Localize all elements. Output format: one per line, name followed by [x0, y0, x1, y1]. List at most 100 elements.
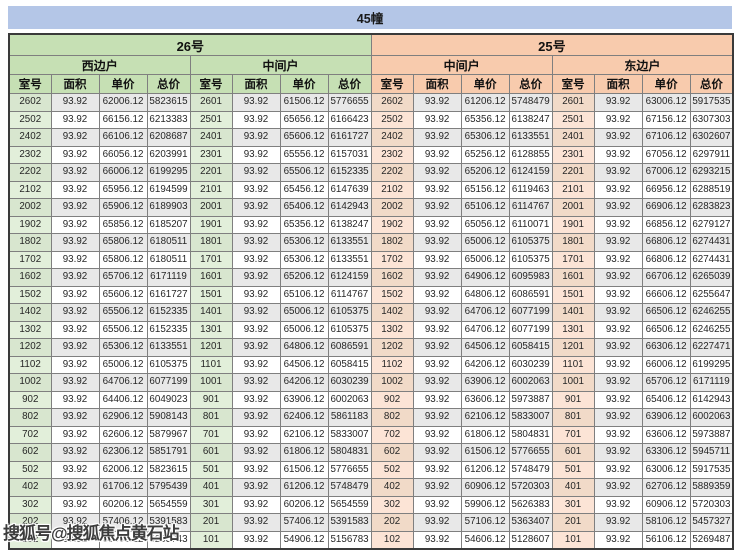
total-price-cell: 6152335 — [146, 320, 191, 339]
total-price-cell: 6058415 — [327, 355, 372, 374]
total-price-cell: 6105375 — [327, 320, 372, 339]
room-number-cell: 1802 — [8, 233, 52, 252]
area-cell: 93.92 — [50, 478, 100, 497]
room-number-cell: 1601 — [189, 268, 233, 287]
room-number-cell: 201 — [189, 513, 233, 532]
room-number-cell: 1302 — [370, 320, 414, 339]
total-price-cell: 5776655 — [327, 93, 372, 112]
total-price-cell: 5776655 — [327, 460, 372, 479]
area-cell: 93.92 — [593, 460, 643, 479]
unit-price-cell: 64406.12 — [98, 390, 148, 409]
room-number-cell: 201 — [551, 513, 595, 532]
col-header-unit-price: 单价 — [98, 74, 148, 94]
room-number-cell: 402 — [370, 478, 414, 497]
total-price-cell: 5917535 — [689, 93, 734, 112]
unit-price-cell: 65506.12 — [98, 303, 148, 322]
total-price-cell: 6203991 — [146, 145, 191, 164]
area-cell: 93.92 — [231, 425, 281, 444]
total-price-cell: 5851791 — [146, 443, 191, 462]
area-cell: 93.92 — [593, 110, 643, 129]
total-price-cell: 5654559 — [146, 495, 191, 514]
total-price-cell: 5156783 — [327, 530, 372, 550]
col-header-unit-price: 单价 — [641, 74, 691, 94]
room-number-cell: 1002 — [8, 373, 52, 392]
group-header-row: 西边户 中间户 中间户 东边户 — [8, 55, 734, 75]
area-cell: 93.92 — [50, 513, 100, 532]
building-title: 45幢 — [8, 6, 732, 29]
room-number-cell: 1702 — [370, 250, 414, 269]
room-number-cell: 2102 — [8, 180, 52, 199]
unit-price-cell: 66856.12 — [641, 215, 691, 234]
total-price-cell: 6152335 — [327, 163, 372, 182]
area-cell: 93.92 — [593, 303, 643, 322]
unit-price-cell: 62706.12 — [641, 478, 691, 497]
area-cell: 93.92 — [593, 233, 643, 252]
total-price-cell: 6002063 — [689, 408, 734, 427]
unit-price-cell: 61206.12 — [460, 93, 510, 112]
room-number-cell: 902 — [8, 390, 52, 409]
unit-price-cell: 64706.12 — [460, 303, 510, 322]
total-price-cell: 6002063 — [508, 373, 553, 392]
unit-price-cell: 63906.12 — [641, 408, 691, 427]
total-price-cell: 5269487 — [689, 530, 734, 550]
total-price-cell: 5363407 — [508, 513, 553, 532]
table-row: 602 93.92 62306.12 5851791 601 93.92 61806.12 5… — [8, 443, 734, 462]
room-number-cell: 202 — [8, 513, 52, 532]
group-header-east: 东边户 — [551, 55, 734, 75]
total-price-cell: 6171119 — [146, 268, 191, 287]
column-header-row: 室号 面积 单价 总价 室号 面积 单价 总价 室号 面积 单价 总价 室号 面… — [8, 74, 734, 94]
total-price-cell: 5128607 — [508, 530, 553, 550]
total-price-cell: 6199295 — [689, 355, 734, 374]
total-price-cell: 6110071 — [508, 215, 553, 234]
room-number-cell: 1101 — [189, 355, 233, 374]
unit-price-cell: 61706.12 — [98, 478, 148, 497]
unit-price-cell: 65456.12 — [279, 180, 329, 199]
unit-price-cell: 57106.12 — [460, 513, 510, 532]
area-cell: 93.92 — [412, 320, 462, 339]
room-number-cell: 601 — [551, 443, 595, 462]
room-number-cell: 2601 — [551, 93, 595, 112]
area-cell: 93.92 — [50, 443, 100, 462]
area-cell: 93.92 — [412, 110, 462, 129]
unit-price-cell: 62106.12 — [279, 425, 329, 444]
area-cell: 93.92 — [412, 285, 462, 304]
table-row: 1002 93.92 64706.12 6077199 1001 93.92 64206.1… — [8, 373, 734, 392]
area-cell: 93.92 — [231, 250, 281, 269]
area-cell: 93.92 — [231, 530, 281, 550]
total-price-cell: 6246255 — [689, 320, 734, 339]
col-header-area: 面积 — [50, 74, 100, 94]
total-price-cell: 6114767 — [327, 285, 372, 304]
unit-price-cell: 62006.12 — [98, 93, 148, 112]
room-number-cell: 502 — [8, 460, 52, 479]
area-cell: 93.92 — [231, 163, 281, 182]
unit-header-row: 26号 25号 — [8, 33, 734, 56]
unit-price-cell: 64506.12 — [279, 355, 329, 374]
area-cell: 93.92 — [412, 215, 462, 234]
room-number-cell: 2301 — [551, 145, 595, 164]
total-price-cell: 6124159 — [327, 268, 372, 287]
total-price-cell: 6185207 — [146, 215, 191, 234]
area-cell: 93.92 — [593, 268, 643, 287]
unit-26-header: 26号 — [8, 33, 372, 56]
unit-price-cell: 62406.12 — [279, 408, 329, 427]
total-price-cell: 6157031 — [327, 145, 372, 164]
area-cell: 93.92 — [231, 460, 281, 479]
unit-price-cell: 63906.12 — [460, 373, 510, 392]
area-cell: 93.92 — [50, 180, 100, 199]
area-cell: 93.92 — [231, 338, 281, 357]
total-price-cell: 6002063 — [327, 390, 372, 409]
area-cell: 93.92 — [412, 408, 462, 427]
col-header-total-price: 总价 — [327, 74, 372, 94]
unit-price-cell: 65006.12 — [98, 355, 148, 374]
area-cell: 93.92 — [593, 93, 643, 112]
unit-price-cell: 65106.12 — [279, 285, 329, 304]
room-number-cell: 502 — [370, 460, 414, 479]
room-number-cell: 302 — [8, 495, 52, 514]
watermark-text: 搜狐号@搜狐焦点黄石站 — [3, 524, 180, 543]
room-number-cell: 501 — [189, 460, 233, 479]
area-cell: 93.92 — [593, 250, 643, 269]
room-number-cell: 1801 — [551, 233, 595, 252]
unit-price-cell: 60206.12 — [279, 495, 329, 514]
area-cell: 93.92 — [412, 513, 462, 532]
unit-price-cell: 66506.12 — [641, 320, 691, 339]
